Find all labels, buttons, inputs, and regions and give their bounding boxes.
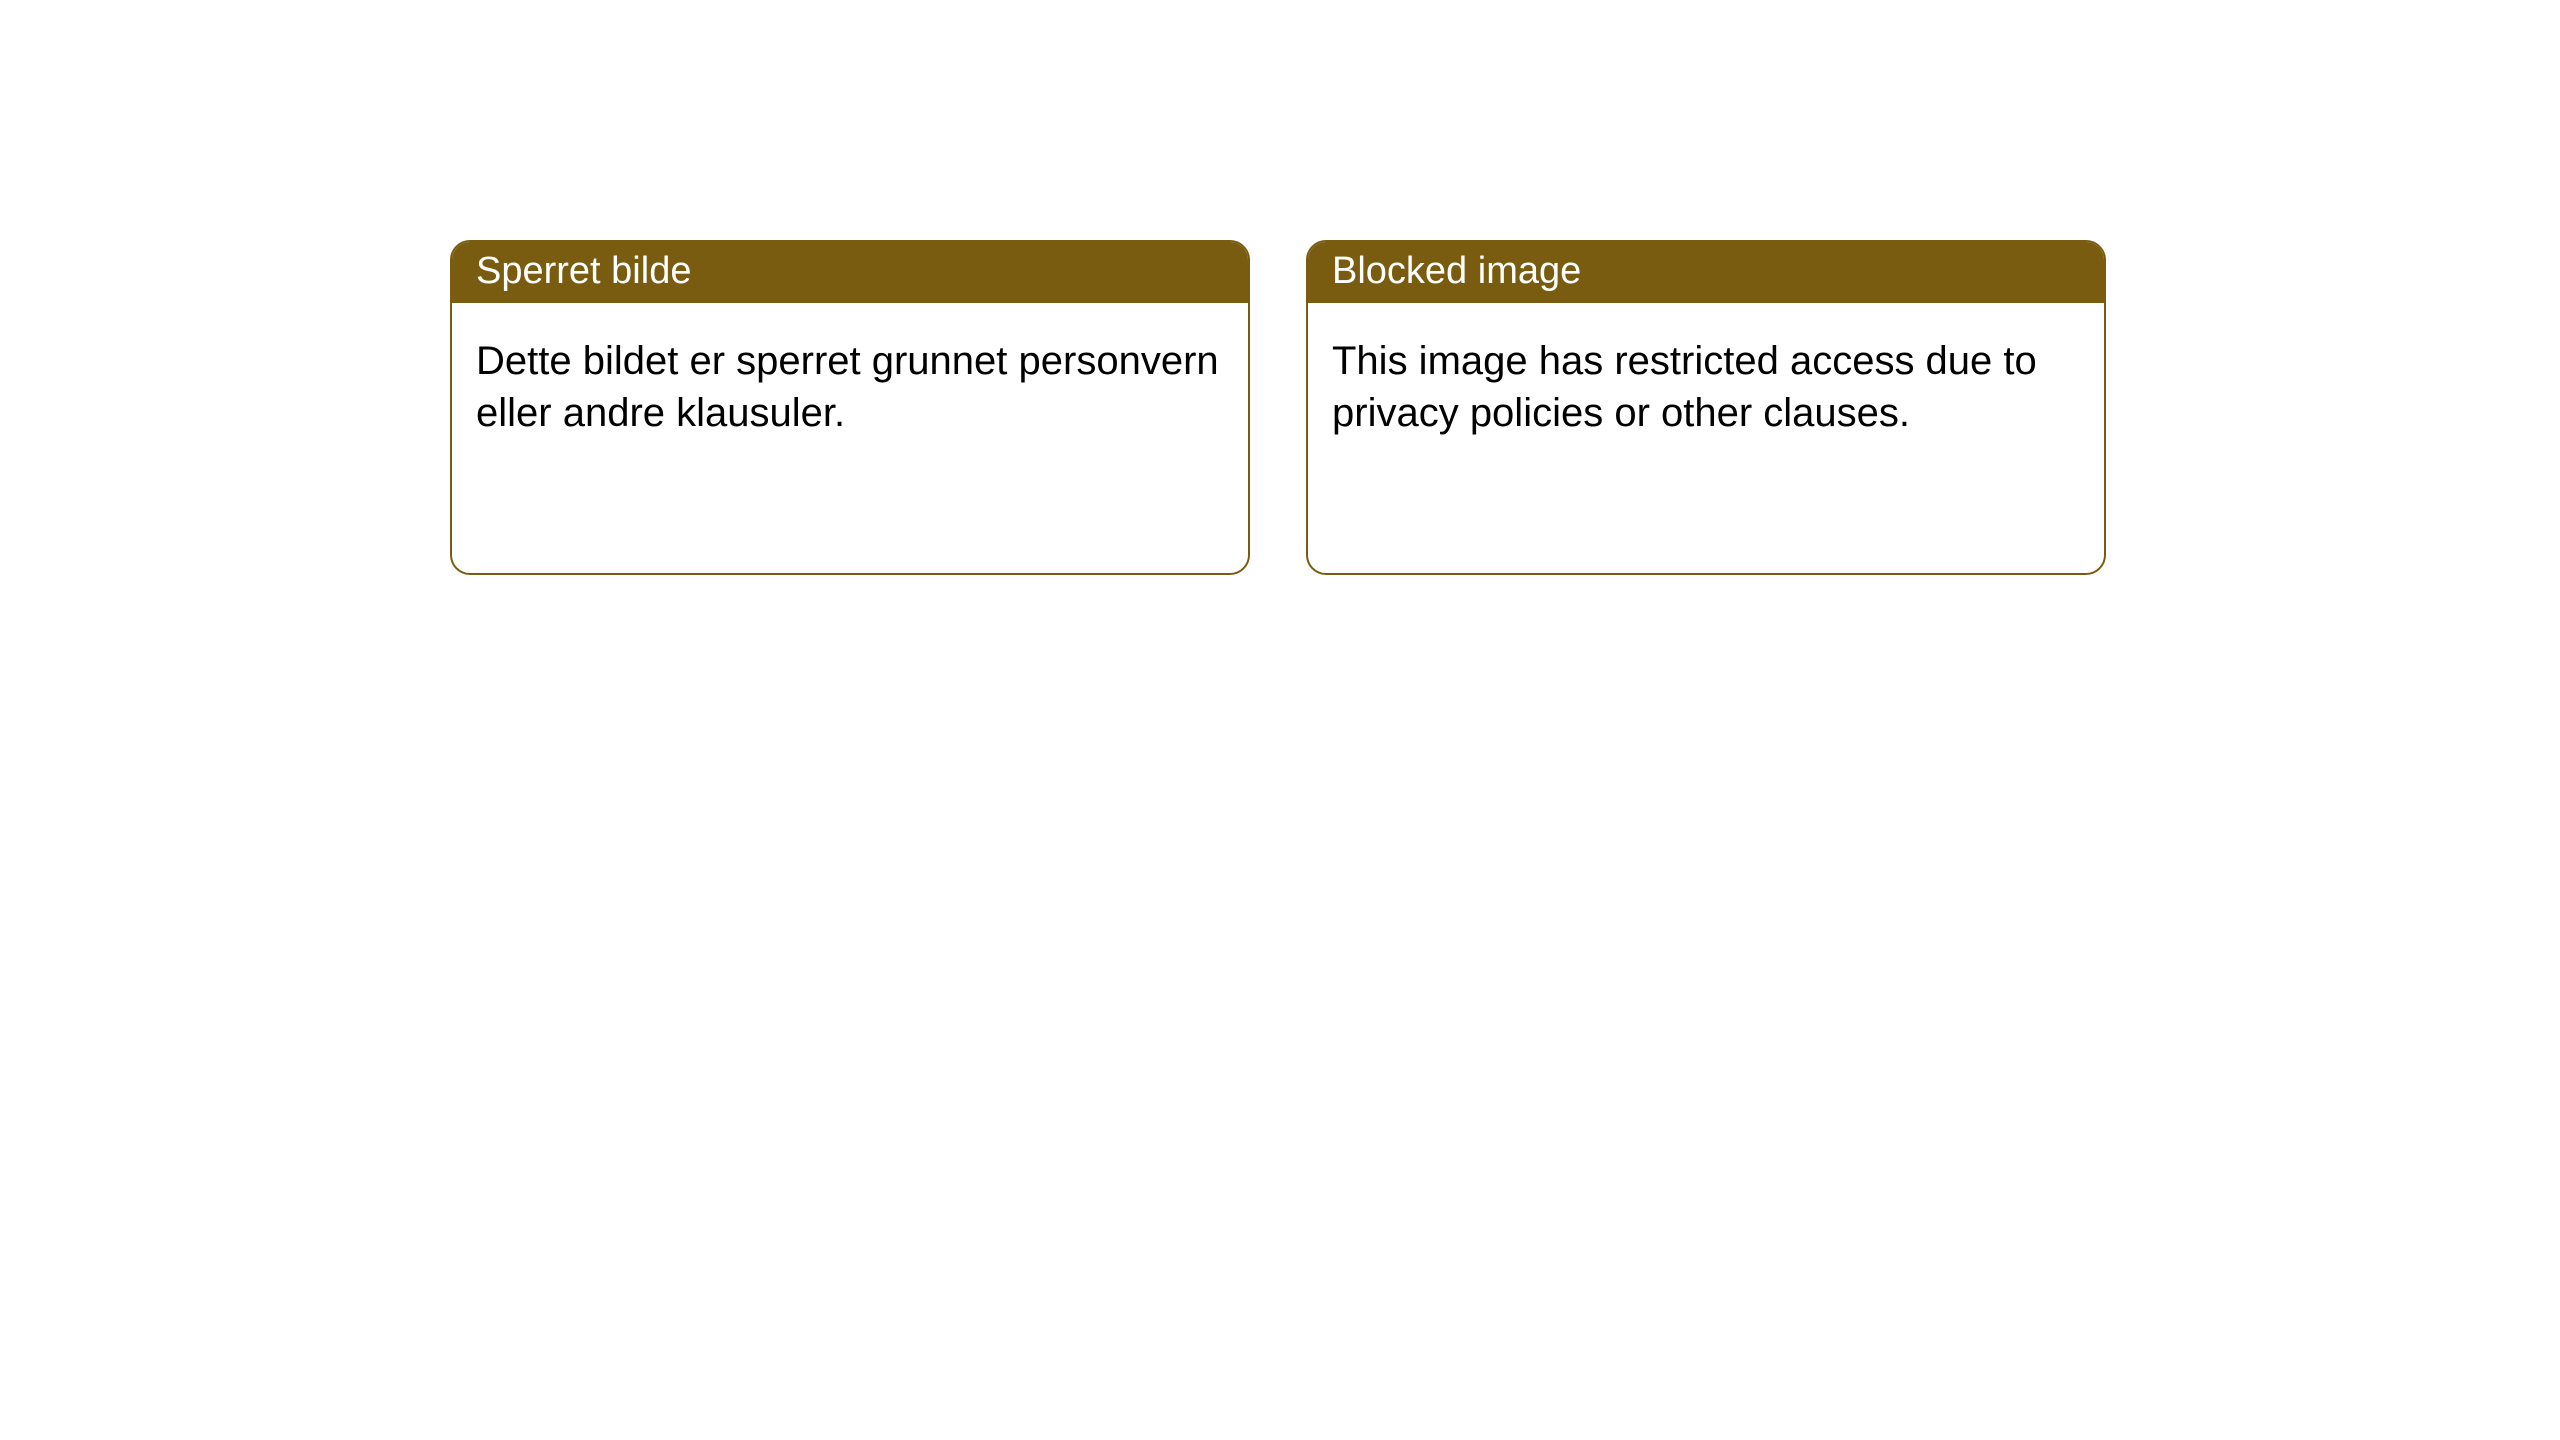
notice-header: Sperret bilde <box>452 242 1248 303</box>
notice-card-norwegian: Sperret bilde Dette bildet er sperret gr… <box>450 240 1250 575</box>
notice-body: This image has restricted access due to … <box>1308 303 2104 463</box>
notice-card-english: Blocked image This image has restricted … <box>1306 240 2106 575</box>
notice-header: Blocked image <box>1308 242 2104 303</box>
notice-container: Sperret bilde Dette bildet er sperret gr… <box>0 0 2560 575</box>
notice-body: Dette bildet er sperret grunnet personve… <box>452 303 1248 463</box>
